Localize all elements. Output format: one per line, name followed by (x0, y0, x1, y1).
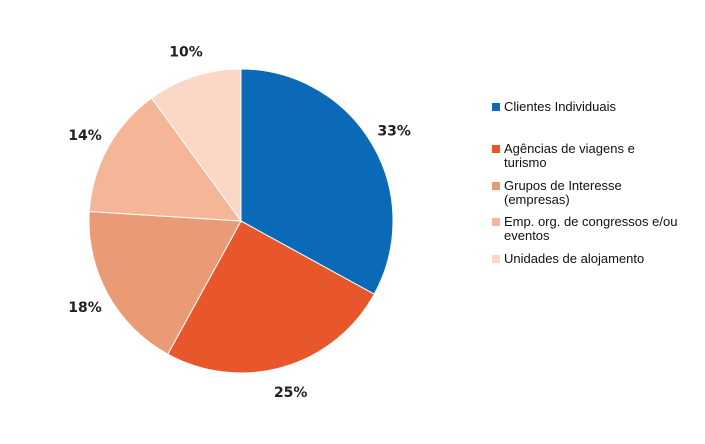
pie-labels: 33% 25% 18% 14% 10% (68, 45, 411, 401)
pie-slice-emp-org-de-congressos-e-ou-eventos (88, 97, 243, 222)
legend-swatch (492, 103, 500, 111)
legend-item-emp-org: Emp. org. de congressos e/ou eventos (492, 215, 682, 243)
pie-label-emp-org-de-congressos-e-ou-eventos: 14% (68, 128, 102, 144)
legend-swatch (492, 218, 500, 226)
legend-label: Grupos de Interesse (empresas) (504, 178, 622, 207)
pie-slices (88, 68, 394, 374)
legend-label: Unidades de alojamento (504, 251, 645, 266)
legend-item-agencias: Agências de viagens e turismo (492, 142, 664, 170)
legend-label: Emp. org. de congressos e/ou eventos (504, 214, 678, 243)
legend: Clientes Individuais Agências de viagens… (492, 100, 692, 266)
legend-label: Clientes Individuais (504, 99, 617, 114)
pie-slice-unidades-de-alojamento (150, 68, 242, 223)
legend-swatch (492, 182, 500, 190)
pie-slice-agencias-de-viagens-e-turismo (167, 220, 375, 374)
pie-label-agencias-de-viagens-e-turismo: 25% (274, 385, 308, 401)
pie-slice-clientes-individuais (240, 68, 394, 295)
legend-item-clientes-individuais: Clientes Individuais (492, 100, 692, 114)
legend-label: Agências de viagens e turismo (504, 141, 635, 170)
legend-swatch (492, 145, 500, 153)
legend-swatch (492, 255, 500, 263)
pie-label-grupos-de-interesse-empresas: 18% (68, 300, 102, 316)
legend-item-unidades: Unidades de alojamento (492, 252, 692, 266)
pie-slice-grupos-de-interesse-empresas (88, 210, 242, 355)
pie-label-unidades-de-alojamento: 10% (169, 45, 203, 61)
pie-label-clientes-individuais: 33% (377, 123, 411, 139)
legend-item-grupos: Grupos de Interesse (empresas) (492, 179, 664, 207)
